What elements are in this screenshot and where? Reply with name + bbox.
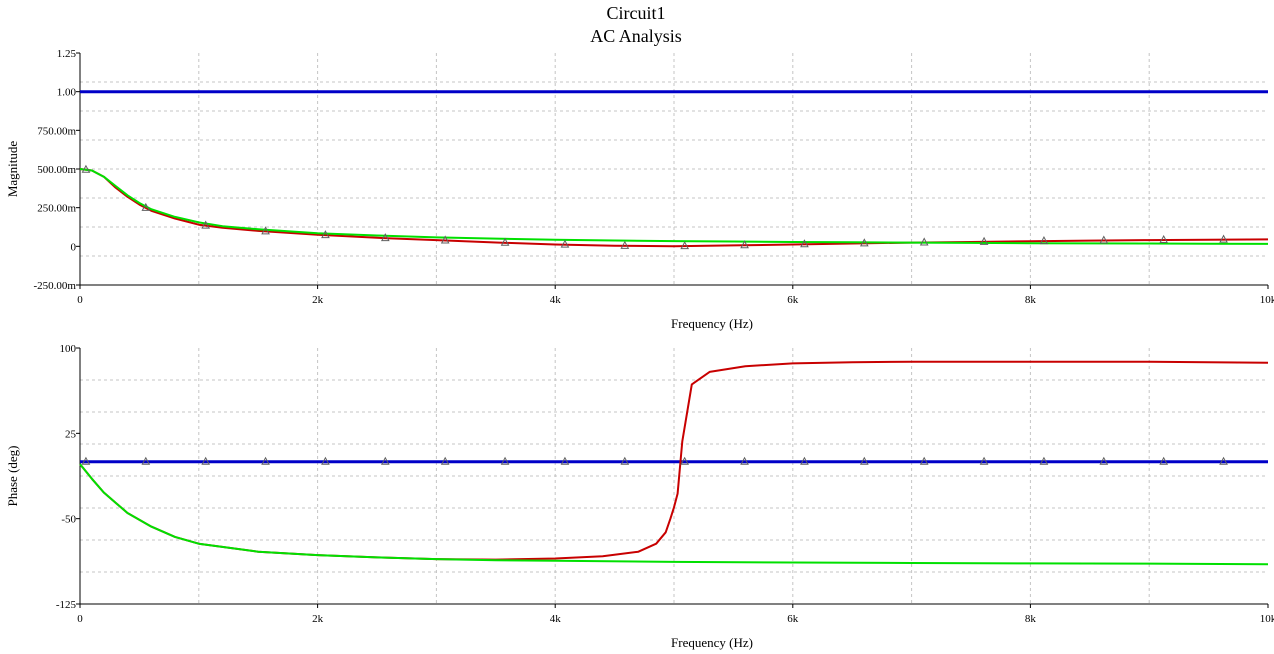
magnitude-series-marker [800,239,809,248]
magnitude-y-axis-label: Magnitude [5,141,20,198]
phase-y-tick-label: 25 [65,428,77,440]
phase-x-axis-label: Frequency (Hz) [671,635,753,650]
phase-x-tick-label: 2k [312,613,324,625]
phase-series-marker [201,456,211,465]
phase-series-marker [620,456,630,465]
phase-series-marker [380,456,390,465]
chart-subtitle: AC Analysis [590,26,682,46]
magnitude-series-marker [1219,234,1228,243]
magnitude-series-marker [500,237,510,246]
phase-series-marker [979,456,989,465]
phase-series-marker [859,456,869,465]
magnitude-series-marker [859,238,869,247]
magnitude-y-tick-label: -250.00m [34,280,77,292]
magnitude-series-marker [919,237,929,246]
phase-series-marker [680,456,690,465]
magnitude-series-marker [321,230,330,239]
magnitude-x-tick-label: 2k [312,294,324,306]
magnitude-x-tick-label: 4k [550,294,562,306]
phase-series-marker [560,456,570,465]
magnitude-series-marker [680,241,690,250]
phase-series-line-3 [79,463,1269,566]
phase-y-tick-label: -50 [61,514,76,526]
magnitude-x-tick-label: 8k [1025,294,1037,306]
phase-series-marker [81,456,91,465]
magnitude-series-marker [560,239,570,248]
phase-x-tick-label: 4k [550,613,562,625]
magnitude-y-tick-label: 500.00m [37,164,76,176]
magnitude-x-tick-label: 6k [787,294,799,306]
chart-title: Circuit1 [607,3,666,23]
phase-x-tick-label: 10k [1260,613,1274,625]
magnitude-series-marker [261,226,270,235]
phase-series-marker [1159,456,1169,465]
phase-series-marker [321,456,330,465]
magnitude-series-marker [81,164,91,173]
phase-series-marker [1099,456,1109,465]
magnitude-y-tick-label: 1.25 [57,48,77,60]
phase-series-marker [800,456,809,465]
magnitude-series-marker [740,240,749,249]
magnitude-series-marker [201,220,211,229]
magnitude-x-tick-label: 10k [1260,294,1274,306]
magnitude-series-marker [1039,236,1049,245]
magnitude-series-marker [1099,235,1109,244]
phase-series-marker [141,456,151,465]
phase-y-axis-label: Phase (deg) [5,445,20,506]
magnitude-series-line-2 [79,168,1269,248]
phase-series-marker [1039,456,1049,465]
phase-y-tick-label: 100 [60,343,77,355]
phase-x-tick-label: 0 [77,613,83,625]
magnitude-series-marker [141,202,151,211]
phase-series-marker [740,456,749,465]
magnitude-y-tick-label: 250.00m [37,203,76,215]
magnitude-series-line-3 [79,168,1269,245]
phase-series-marker [500,456,510,465]
phase-series-marker [440,456,450,465]
magnitude-series-marker [380,233,390,242]
phase-series-marker [261,456,270,465]
magnitude-y-tick-label: 0 [71,241,77,253]
magnitude-series-marker [1159,234,1169,244]
magnitude-series-marker [979,236,989,245]
magnitude-y-tick-label: 750.00m [37,125,76,137]
magnitude-x-tick-label: 0 [77,294,83,306]
phase-x-tick-label: 8k [1025,613,1037,625]
phase-x-tick-label: 6k [787,613,799,625]
magnitude-series-marker [440,235,450,244]
magnitude-y-tick-label: 1.00 [57,87,77,99]
phase-y-tick-label: -125 [56,599,77,611]
phase-series-marker [1219,456,1228,465]
phase-series-marker [919,456,929,465]
magnitude-series-marker [620,240,630,249]
magnitude-x-axis-label: Frequency (Hz) [671,316,753,331]
